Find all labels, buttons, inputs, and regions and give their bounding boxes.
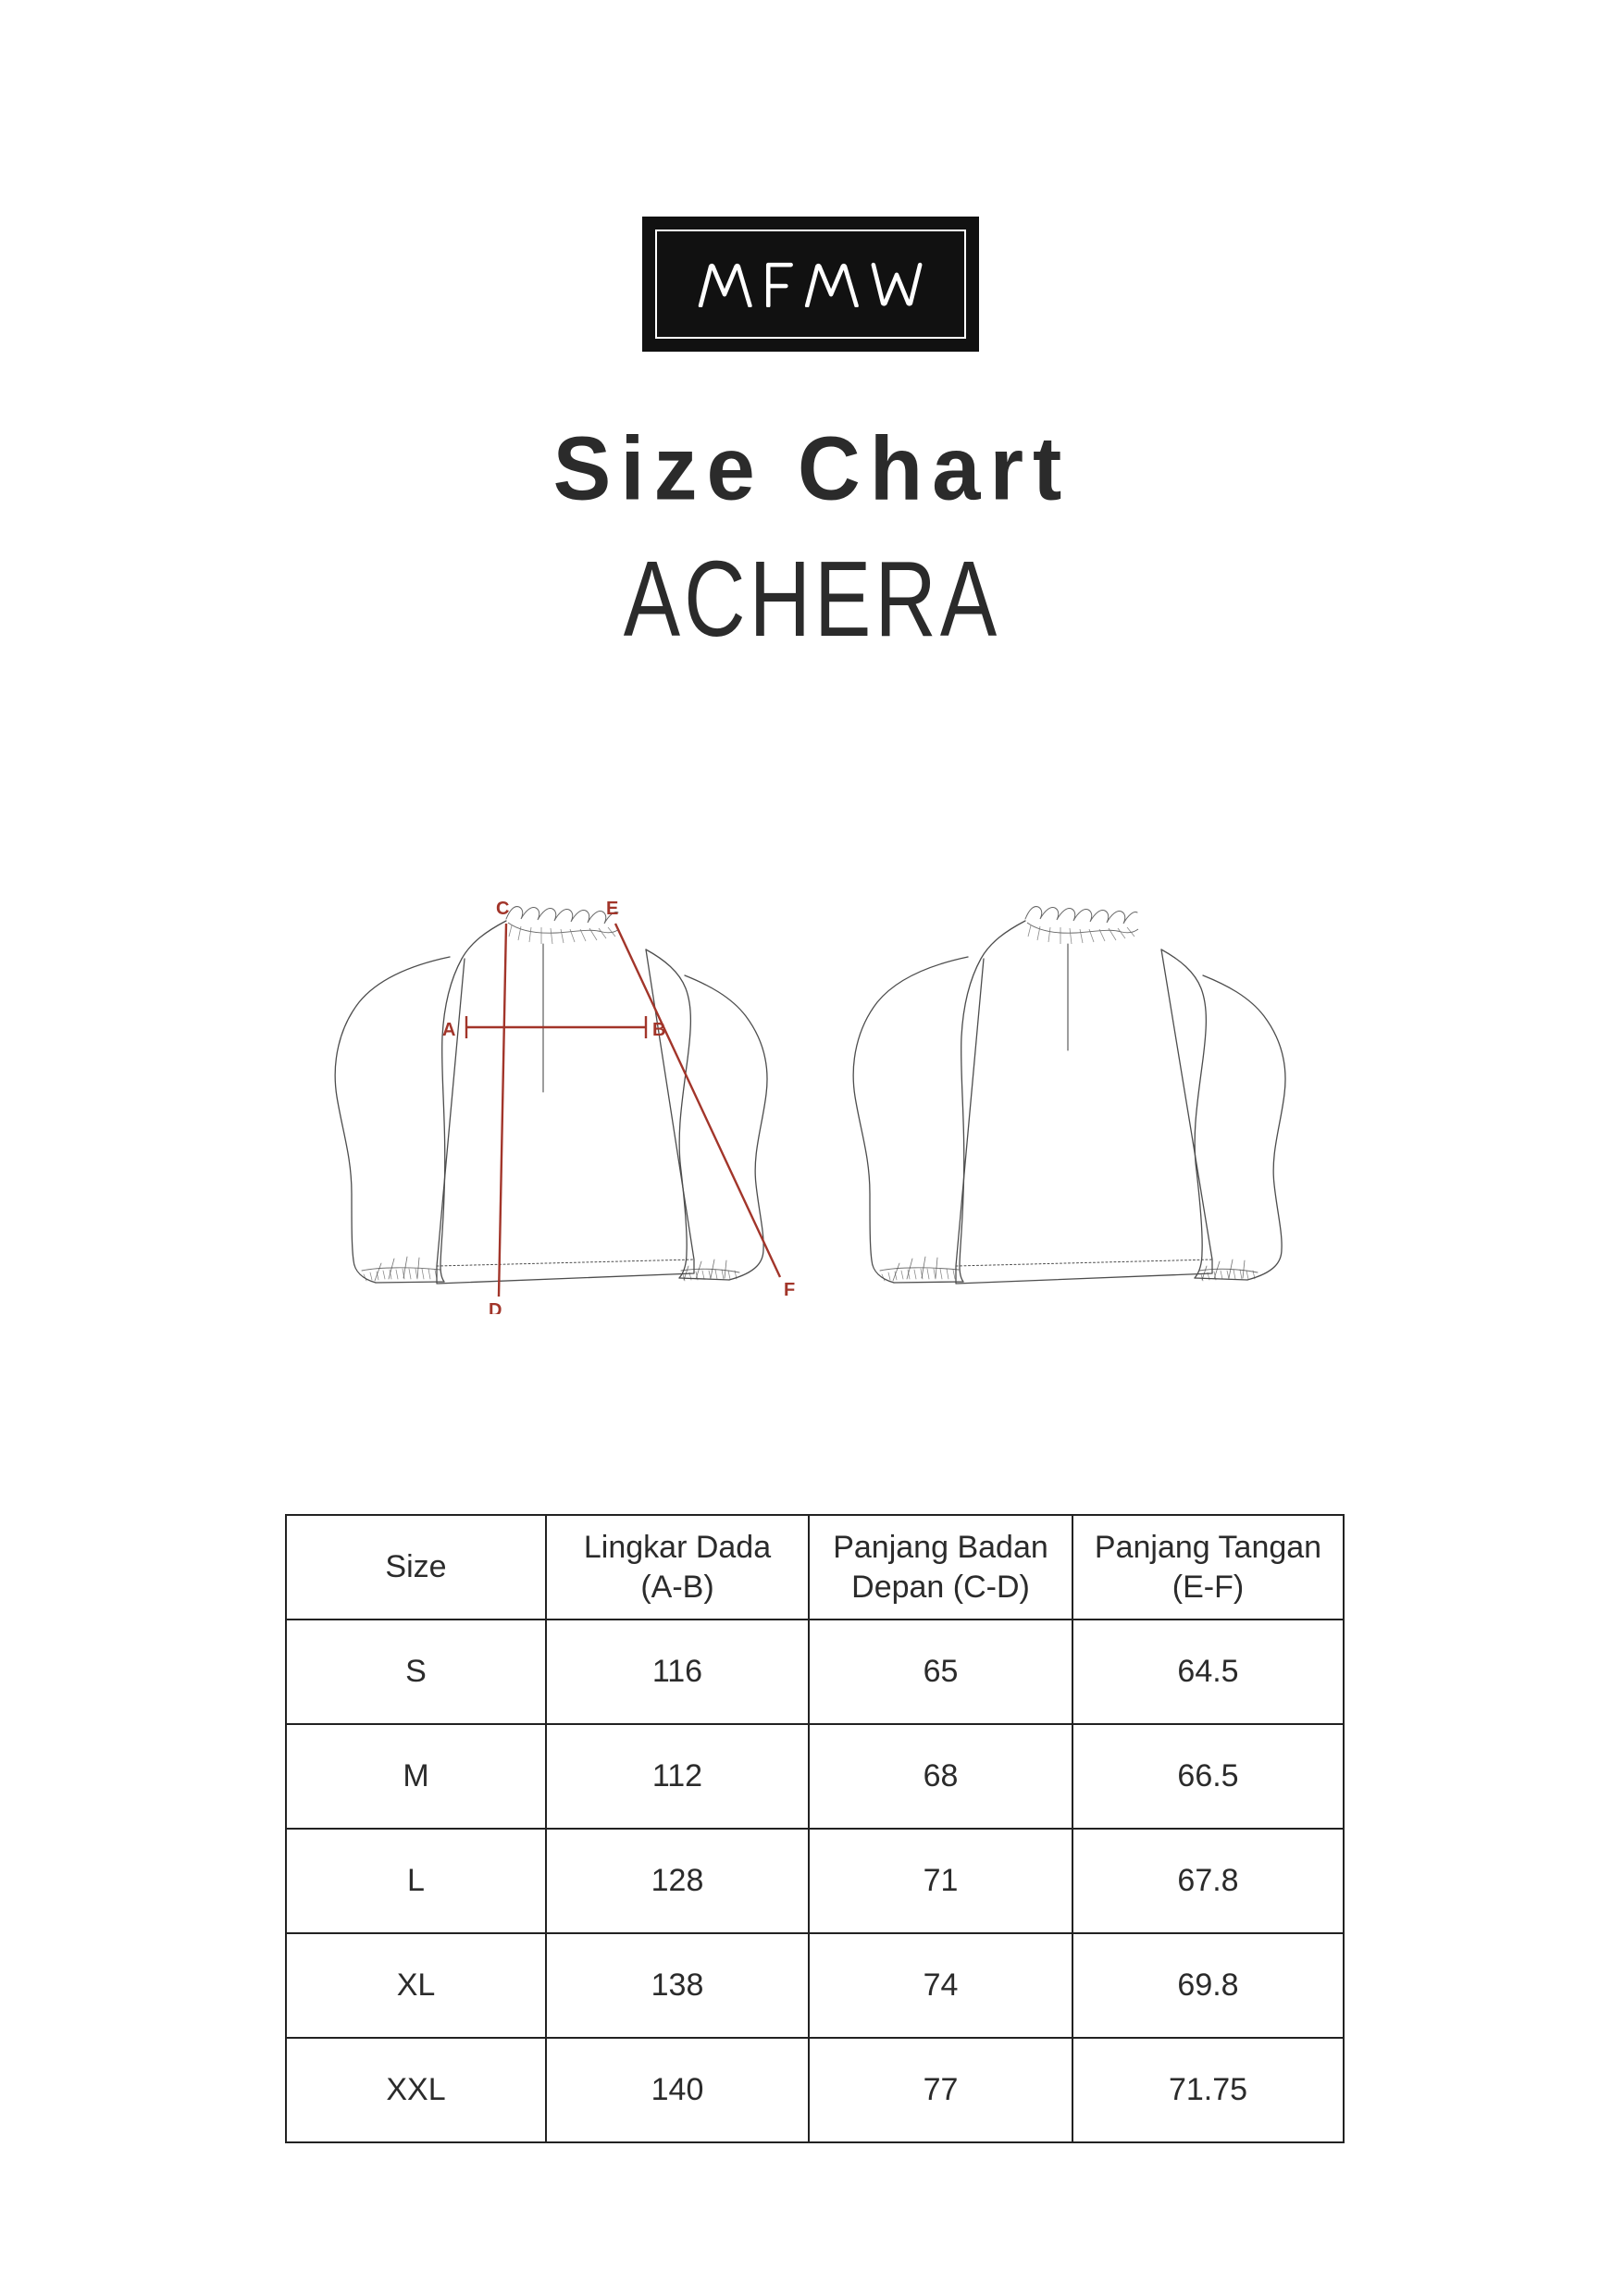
svg-text:F: F bbox=[784, 1280, 795, 1300]
svg-text:D: D bbox=[489, 1300, 502, 1314]
svg-text:C: C bbox=[496, 899, 509, 919]
svg-text:B: B bbox=[652, 1020, 665, 1040]
svg-text:A: A bbox=[442, 1020, 455, 1040]
svg-text:E: E bbox=[606, 899, 618, 919]
